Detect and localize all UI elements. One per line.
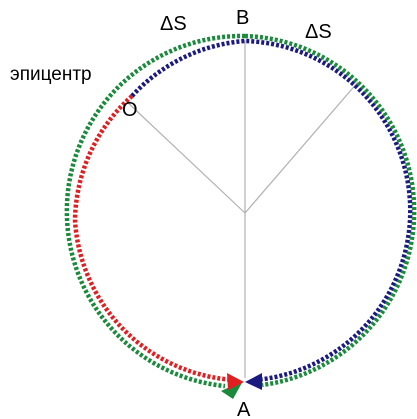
green-wave-right bbox=[244, 33, 417, 388]
point-a-label: A bbox=[237, 399, 251, 419]
green-wave-ring bbox=[64, 33, 417, 389]
radius-to-o bbox=[124, 99, 246, 214]
delta-s-right-label: ΔS bbox=[305, 21, 332, 43]
point-b-label: B bbox=[236, 7, 249, 29]
radius-to-right bbox=[244, 81, 359, 214]
red-arrow-icon bbox=[227, 373, 244, 390]
green-arrow-icon bbox=[221, 381, 243, 399]
delta-s-left-label: ΔS bbox=[160, 13, 187, 35]
point-o-label: O bbox=[122, 99, 138, 121]
blue-wave-arc bbox=[130, 38, 413, 383]
blue-arrow-icon bbox=[245, 373, 262, 390]
epicenter-label: эпицентр bbox=[10, 64, 92, 85]
green-wave-left bbox=[64, 33, 246, 389]
red-wave-arc bbox=[72, 94, 236, 383]
radius-lines bbox=[124, 40, 359, 378]
